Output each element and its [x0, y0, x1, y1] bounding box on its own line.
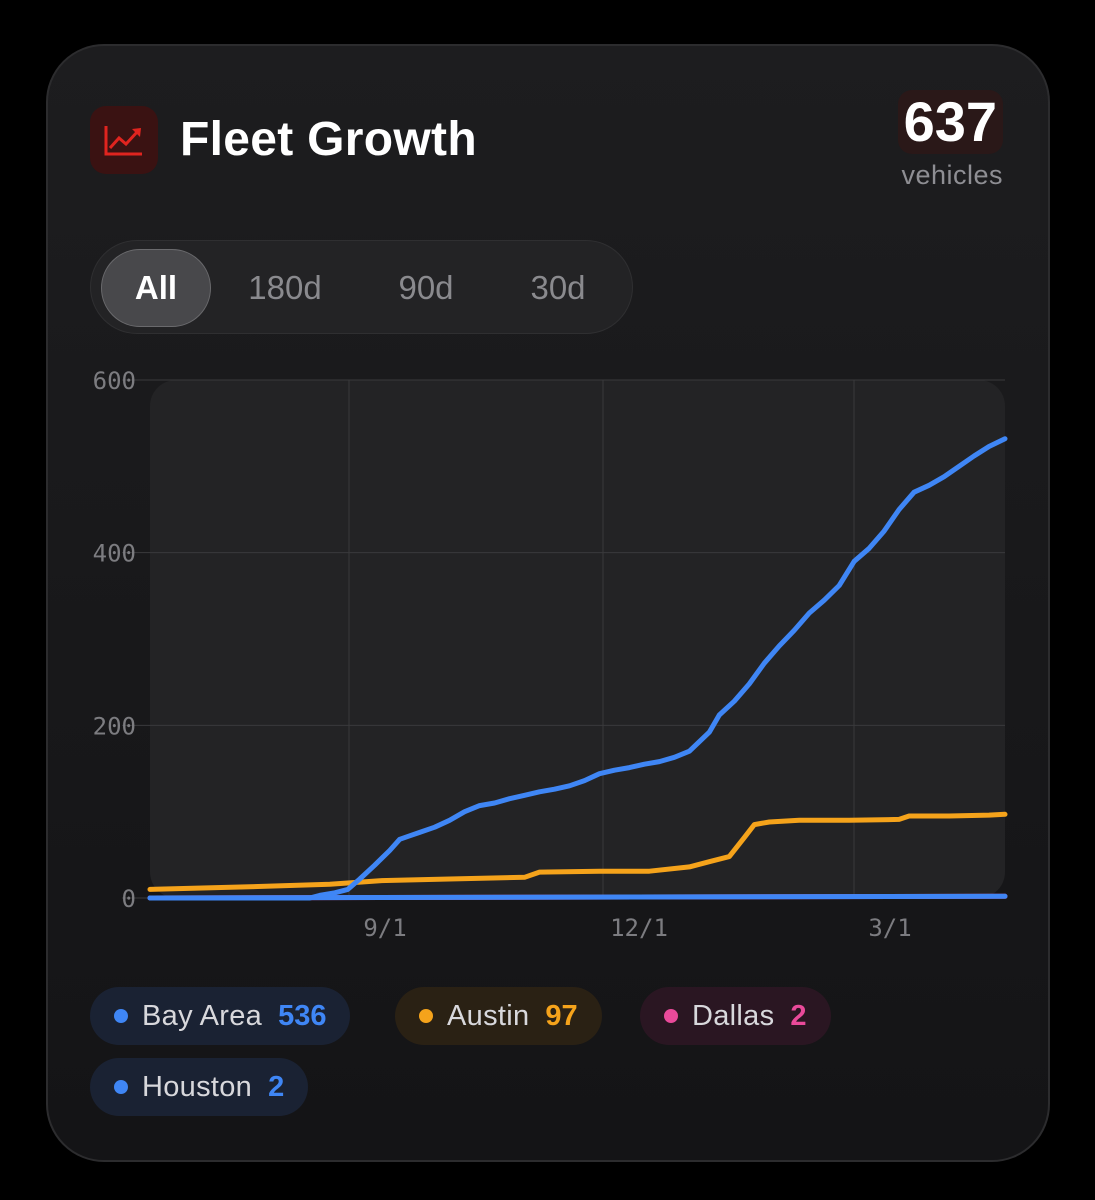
tab-all[interactable]: All — [101, 249, 211, 327]
legend-dot — [114, 1009, 128, 1023]
y-tick-label: 400 — [93, 540, 136, 568]
legend-name: Austin — [447, 999, 530, 1032]
x-axis-ticks: 9/1 12/1 3/1 — [363, 914, 911, 942]
x-tick-label: 12/1 — [610, 914, 668, 942]
card-title: Fleet Growth — [180, 113, 477, 166]
trend-up-chart-icon — [90, 106, 158, 174]
legend-name: Houston — [142, 1070, 253, 1103]
tab-90d[interactable]: 90d — [398, 269, 454, 306]
legend-austin[interactable]: Austin 97 — [395, 987, 602, 1045]
legend-name: Dallas — [692, 999, 775, 1032]
series-line-bay-area — [147, 436, 1008, 901]
legend-dot — [419, 1009, 433, 1023]
legend-value: 2 — [268, 1070, 285, 1103]
legend-dallas[interactable]: Dallas 2 — [640, 987, 831, 1045]
legend-dot — [114, 1080, 128, 1094]
legend-value: 2 — [790, 999, 807, 1032]
legend-value: 536 — [278, 999, 327, 1032]
legend-dot — [664, 1009, 678, 1023]
series-line-austin — [147, 811, 1008, 892]
total-unit: vehicles — [901, 160, 1003, 190]
total-count: 637 vehicles — [897, 90, 1003, 191]
plot-area — [150, 380, 1005, 898]
x-tick-label: 9/1 — [363, 914, 406, 942]
tab-30d[interactable]: 30d — [530, 269, 586, 306]
total-value: 637 — [897, 90, 1003, 154]
y-tick-label: 600 — [93, 367, 136, 395]
chart-series — [147, 436, 1008, 901]
y-axis-ticks: 0 200 400 600 — [93, 367, 136, 913]
y-tick-label: 200 — [93, 712, 136, 740]
y-tick-label: 0 — [122, 885, 136, 913]
range-selector: All 180d 90d 30d — [90, 240, 633, 334]
legend-name: Bay Area — [142, 999, 263, 1032]
legend-value: 97 — [545, 999, 578, 1032]
legend-houston[interactable]: Houston 2 — [90, 1058, 309, 1116]
tab-180d[interactable]: 180d — [248, 269, 322, 306]
x-tick-label: 3/1 — [868, 914, 911, 942]
legend-bay-area[interactable]: Bay Area 536 — [90, 987, 351, 1045]
